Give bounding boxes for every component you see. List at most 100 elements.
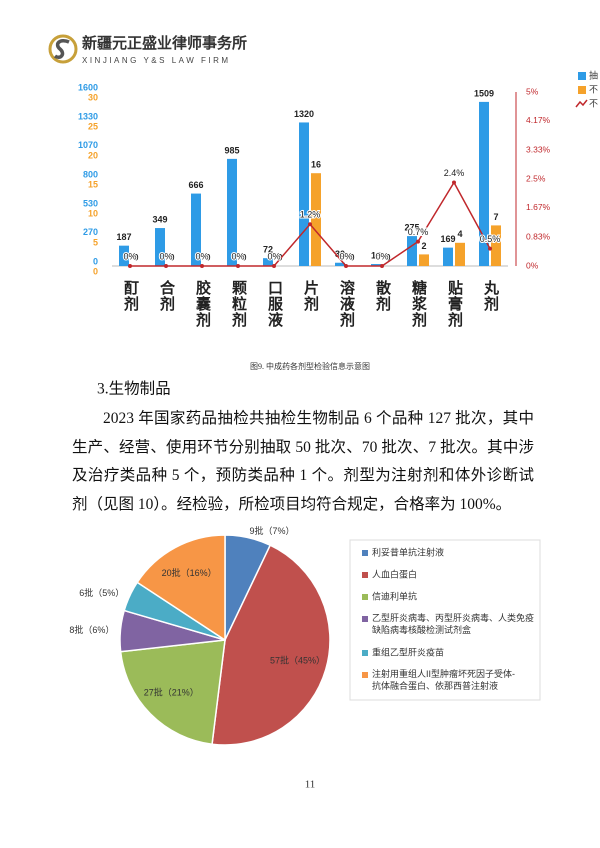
y-tick-label: 800 [83, 169, 98, 179]
y3-tick-label: 1.67% [526, 202, 551, 212]
line-marker [416, 239, 420, 244]
bar-value-label: 7 [493, 212, 498, 222]
bar-value-label: 2 [421, 241, 426, 251]
line-value-label: 0% [159, 251, 172, 261]
bar [419, 254, 429, 266]
bar-value-label: 0 [349, 252, 354, 262]
firm-subtitle: XINJIANG Y&S LAW FIRM [82, 56, 231, 65]
y3-tick-label: 5% [526, 86, 539, 96]
x-tick-label: 口服液 [266, 280, 283, 328]
line-marker [380, 264, 384, 268]
bar [155, 228, 165, 266]
y-tick-label: 0 [93, 256, 98, 266]
legend-label: 利妥昔单抗注射液 [372, 546, 444, 557]
bar-value-label: 1320 [294, 109, 314, 119]
x-tick-label: 丸剂 [482, 279, 500, 312]
legend-label: 不 [589, 84, 598, 94]
bar-value-label: 18 [371, 250, 381, 260]
y2-tick-label: 5 [93, 237, 98, 247]
y2-tick-label: 30 [88, 92, 98, 102]
x-tick-label: 酊剂 [122, 280, 139, 312]
legend-label: 注射用重组人II型肿瘤坏死因子受体-抗体融合蛋白、依那西普注射液 [372, 668, 515, 691]
bar-value-label: 16 [311, 160, 321, 170]
y-tick-label: 1070 [78, 140, 98, 150]
firm-name: 新疆元正盛业律师事务所 [82, 34, 247, 52]
legend-label: 抽 [589, 69, 598, 80]
y2-tick-label: 10 [88, 208, 98, 218]
pie-value-label: 20批（16%） [162, 567, 217, 578]
y2-tick-label: 25 [88, 121, 98, 131]
line-value-label: 0% [195, 251, 208, 261]
legend-swatch [362, 594, 368, 600]
bar-value-label: 0 [133, 252, 138, 262]
line-marker [236, 264, 240, 268]
legend-swatch [362, 550, 368, 556]
line-marker [164, 264, 168, 268]
line-marker [200, 264, 204, 268]
y3-tick-label: 0% [526, 260, 539, 270]
pie-slice [136, 534, 226, 642]
x-tick-label: 合剂 [158, 279, 176, 312]
bar [299, 122, 309, 266]
bar [455, 242, 465, 266]
pie-slice [211, 544, 331, 746]
pie-value-label: 57批（45%） [270, 655, 325, 666]
x-tick-label: 溶液剂 [338, 279, 355, 328]
x-tick-label: 散剂 [374, 279, 391, 312]
legend-swatch [575, 99, 588, 108]
bar-value-label: 985 [224, 145, 239, 155]
legend-label: 不 [589, 98, 598, 108]
bar [479, 101, 489, 267]
line-marker [452, 180, 456, 185]
pie-value-label: 27批（21%） [144, 687, 199, 698]
legend-label: 信迪利单抗 [372, 590, 417, 601]
y3-tick-label: 3.33% [526, 144, 551, 154]
pie-slice [119, 639, 226, 746]
pie-value-label: 9批（7%） [250, 525, 295, 536]
line-value-label: 0% [123, 251, 136, 261]
x-tick-label: 糖浆剂 [410, 279, 427, 328]
y3-tick-label: 2.5% [526, 173, 546, 183]
bar [407, 236, 417, 266]
y2-tick-label: 0 [93, 266, 98, 276]
bar-value-label: 1509 [474, 88, 494, 98]
chart-caption: 图9. 中成药各剂型检验信息示意图 [250, 361, 370, 371]
y-tick-label: 1330 [78, 112, 98, 122]
legend-swatch [578, 86, 586, 94]
bar [191, 193, 201, 266]
bar-value-label: 666 [188, 180, 203, 190]
y2-tick-label: 15 [88, 179, 98, 189]
legend-swatch [362, 650, 368, 656]
bar-value-label: 187 [116, 232, 131, 242]
line-value-label: 0% [231, 251, 244, 261]
line-value-label: 0% [375, 251, 388, 261]
legend-label: 重组乙型肝炎疫苗 [372, 646, 444, 657]
bar [371, 264, 381, 266]
bar-value-label: 4 [457, 229, 462, 239]
y3-tick-label: 0.83% [526, 231, 551, 241]
bar-value-label: 169 [440, 234, 455, 244]
bar [491, 225, 501, 266]
bar-value-label: 0 [169, 252, 174, 262]
bar-value-label: 0 [241, 252, 246, 262]
y-tick-label: 270 [83, 227, 98, 237]
legend-swatch [362, 672, 368, 678]
legend-swatch [362, 572, 368, 578]
bar [443, 247, 453, 266]
bar [227, 158, 237, 266]
line-marker [308, 222, 312, 227]
bar [311, 173, 321, 266]
line-marker [272, 264, 276, 268]
y2-tick-label: 20 [88, 150, 98, 160]
line-value-label: 1.2% [300, 210, 321, 220]
y-tick-label: 530 [83, 199, 98, 209]
bar-value-label: 349 [152, 214, 167, 224]
legend-swatch [578, 72, 586, 80]
bar-value-label: 0 [205, 252, 210, 262]
bar-value-label: 0 [385, 252, 390, 262]
bar-value-label: 275 [404, 222, 419, 232]
page-number: 11 [305, 779, 316, 791]
logo [48, 34, 78, 64]
